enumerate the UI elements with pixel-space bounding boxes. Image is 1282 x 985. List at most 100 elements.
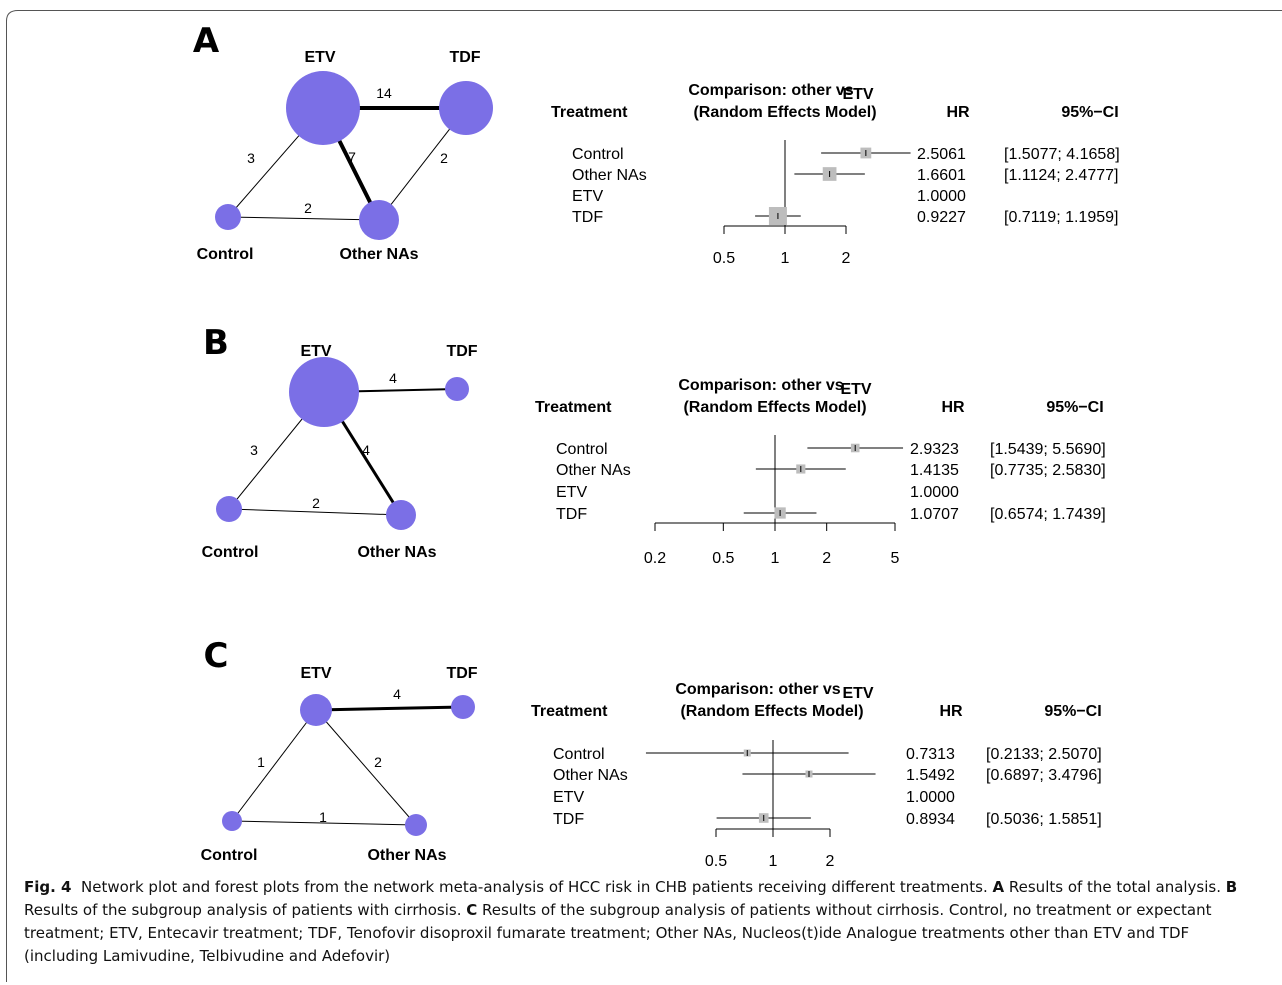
panel-a-row-ci: [1.5077; 4.1658] bbox=[1004, 146, 1120, 163]
panel-c-network-edge bbox=[315, 705, 464, 712]
panel-b-network-edge bbox=[228, 508, 402, 516]
panel-b-row-treatment: TDF bbox=[556, 506, 587, 523]
panel-a-network-node-label: TDF bbox=[449, 49, 480, 66]
panel-a-header-treatment: Treatment bbox=[551, 104, 628, 121]
panel-b-row-hr: 1.0000 bbox=[910, 484, 959, 501]
panel-a-row-hr: 2.5061 bbox=[917, 146, 966, 163]
panel-c-header-reference: ETV bbox=[842, 685, 873, 702]
panel-b-row-treatment: Control bbox=[556, 441, 608, 458]
panel-c-row-hr: 0.7313 bbox=[906, 746, 955, 763]
panel-b-row-hr: 1.4135 bbox=[910, 462, 959, 479]
caption-c-text: Results of the subgroup analysis of pati… bbox=[24, 901, 1212, 965]
figure-caption: Fig. 4 Network plot and forest plots fro… bbox=[24, 876, 1262, 968]
figure-frame-left bbox=[6, 20, 7, 982]
panel-c-row-treatment: TDF bbox=[553, 811, 584, 828]
panel-b-letter: B bbox=[203, 323, 229, 363]
panel-b-row-hr: 2.9323 bbox=[910, 441, 959, 458]
panel-a-network-edge-label: 14 bbox=[376, 85, 392, 101]
panel-b-network-edge-label: 4 bbox=[389, 370, 397, 386]
panel-a-row-treatment: Other NAs bbox=[572, 167, 647, 184]
panel-c-network-edge-label: 4 bbox=[393, 686, 401, 702]
caption-b-label: B bbox=[1225, 878, 1238, 896]
panel-c-row-treatment: Control bbox=[553, 746, 605, 763]
panel-c-network-node bbox=[222, 811, 242, 831]
panel-b-row-treatment: Other NAs bbox=[556, 462, 631, 479]
panel-c-network-node bbox=[451, 695, 475, 719]
panel-c-network-node-label: Other NAs bbox=[367, 847, 446, 864]
panel-b-row-treatment: ETV bbox=[556, 484, 587, 501]
panel-c-header-hr: HR bbox=[939, 703, 963, 720]
panel-a-row-treatment: Control bbox=[572, 146, 624, 163]
panel-c-network-edge bbox=[231, 709, 317, 822]
panel-c-letter: C bbox=[204, 636, 229, 676]
panel-a-row-hr: 0.9227 bbox=[917, 209, 966, 226]
panel-c-network-node bbox=[300, 694, 332, 726]
panel-c-axis-tick-label: 2 bbox=[826, 853, 835, 870]
panel-c-row-treatment: Other NAs bbox=[553, 767, 628, 784]
panel-b-network-edge-label: 4 bbox=[362, 442, 370, 458]
figure-frame-corner bbox=[6, 10, 19, 22]
panel-a-row-hr: 1.0000 bbox=[917, 188, 966, 205]
panel-b-network-node bbox=[289, 357, 359, 427]
panel-a-header-model: (Random Effects Model) bbox=[693, 104, 876, 121]
panel-b-header-comparison: Comparison: other vs bbox=[678, 377, 843, 394]
panel-b-network-node-label: Other NAs bbox=[357, 544, 436, 561]
panel-b-network-node-label: TDF bbox=[446, 343, 477, 360]
panel-c-network-edge-label: 2 bbox=[374, 754, 382, 770]
panel-c-network-node-label: Control bbox=[201, 847, 258, 864]
panel-a-network-edge-label: 7 bbox=[348, 149, 356, 165]
panel-c-row-hr: 0.8934 bbox=[906, 811, 955, 828]
panel-b-axis-tick-label: 1 bbox=[771, 550, 780, 567]
caption-c-label: C bbox=[466, 901, 478, 919]
panel-a-axis-tick-label: 0.5 bbox=[713, 250, 735, 267]
panel-b-axis-tick-label: 2 bbox=[822, 550, 831, 567]
panel-b-network-node-label: ETV bbox=[300, 343, 331, 360]
panel-c-axis-tick-label: 1 bbox=[769, 853, 778, 870]
panel-a-row-treatment: TDF bbox=[572, 209, 603, 226]
panel-a-network-node bbox=[286, 71, 360, 145]
panel-b-row-ci: [1.5439; 5.5690] bbox=[990, 441, 1106, 458]
panel-b-network-edge-label: 3 bbox=[250, 442, 258, 458]
caption-label: Fig. 4 bbox=[24, 878, 72, 896]
panel-a-header-ci: 95%−CI bbox=[1061, 104, 1118, 121]
panel-a-letter: A bbox=[193, 21, 220, 61]
panel-c-header-ci: 95%−CI bbox=[1044, 703, 1101, 720]
panel-c-row-treatment: ETV bbox=[553, 789, 584, 806]
figure-frame-top bbox=[18, 10, 1282, 11]
panel-c-network-edge bbox=[315, 709, 417, 826]
panel-b-axis-tick-label: 5 bbox=[891, 550, 900, 567]
panel-c-axis-tick-label: 0.5 bbox=[705, 853, 727, 870]
panel-c-network-edge-label: 1 bbox=[257, 754, 265, 770]
panel-c-header-model: (Random Effects Model) bbox=[680, 703, 863, 720]
panel-b-header-ci: 95%−CI bbox=[1046, 399, 1103, 416]
panel-a-network-node-label: Control bbox=[197, 246, 254, 263]
panel-c-header-treatment: Treatment bbox=[531, 703, 608, 720]
panel-a-row-hr: 1.6601 bbox=[917, 167, 966, 184]
panel-b-network-edge-label: 2 bbox=[312, 495, 320, 511]
panel-b-network-node bbox=[386, 500, 416, 530]
panel-b-row-ci: [0.7735; 2.5830] bbox=[990, 462, 1106, 479]
panel-c-header-comparison: Comparison: other vs bbox=[675, 681, 840, 698]
panel-a-network-node bbox=[359, 200, 399, 240]
caption-a-label: A bbox=[992, 878, 1005, 896]
caption-text: Network plot and forest plots from the n… bbox=[81, 878, 988, 896]
panel-c-row-ci: [0.2133; 2.5070] bbox=[986, 746, 1102, 763]
panel-b-network-node-label: Control bbox=[202, 544, 259, 561]
caption-a-text: Results of the total analysis. bbox=[1008, 878, 1221, 896]
panel-c-network-edge bbox=[231, 820, 417, 826]
panel-b-network-node bbox=[445, 377, 469, 401]
panel-a-network-edge-label: 2 bbox=[440, 150, 448, 166]
panel-c-network-node-label: ETV bbox=[300, 665, 331, 682]
panel-b-row-hr: 1.0707 bbox=[910, 506, 959, 523]
panel-c-row-hr: 1.0000 bbox=[906, 789, 955, 806]
panel-b-row-ci: [0.6574; 1.7439] bbox=[990, 506, 1106, 523]
panel-a-row-treatment: ETV bbox=[572, 188, 603, 205]
panel-a-row-ci: [0.7119; 1.1959] bbox=[1004, 209, 1118, 226]
panel-a-network-edge-label: 3 bbox=[247, 150, 255, 166]
panel-b-network-node bbox=[216, 496, 242, 522]
panel-a-header-hr: HR bbox=[946, 104, 970, 121]
panel-b-header-reference: ETV bbox=[840, 381, 871, 398]
panel-a-header-reference: ETV bbox=[842, 86, 873, 103]
panel-a-row-ci: [1.1124; 2.4777] bbox=[1004, 167, 1118, 184]
